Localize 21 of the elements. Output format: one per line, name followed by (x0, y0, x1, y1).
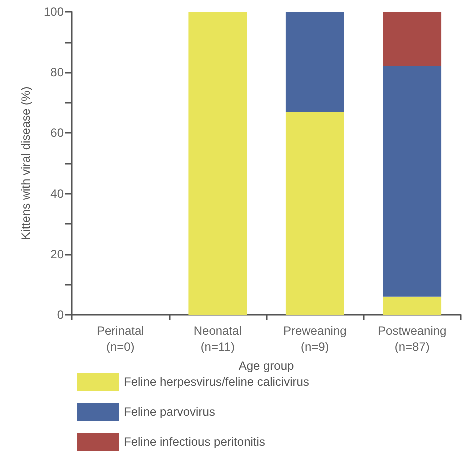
legend-label: Feline infectious peritonitis (124, 435, 266, 449)
y-tick-label: 40 (50, 186, 64, 201)
y-tick-label: 0 (57, 308, 64, 322)
x-tick-label: Preweaning (n=9) (283, 324, 347, 354)
y-tick-label: 80 (50, 66, 64, 80)
bar (383, 66, 442, 297)
legend-label: Feline herpesvirus/feline calicivirus (124, 375, 310, 389)
x-tick-label: Perinatal (n=0) (96, 324, 144, 354)
x-axis-title: Age group (238, 359, 295, 373)
bar (383, 12, 442, 67)
bar (286, 112, 344, 315)
legend-label: Feline parvovirus (124, 405, 216, 419)
y-axis-title: Kittens with viral disease (%) (19, 86, 33, 240)
bar (383, 296, 442, 315)
bar (188, 12, 248, 315)
y-tick-label: 20 (50, 247, 64, 262)
y-tick-label: 100 (44, 5, 64, 19)
x-tick-label: Postweaning (n=87) (378, 324, 447, 354)
x-tick-label: Neonatal (n=11) (194, 324, 242, 354)
y-tick-label: 60 (50, 126, 64, 140)
bar (286, 12, 344, 112)
